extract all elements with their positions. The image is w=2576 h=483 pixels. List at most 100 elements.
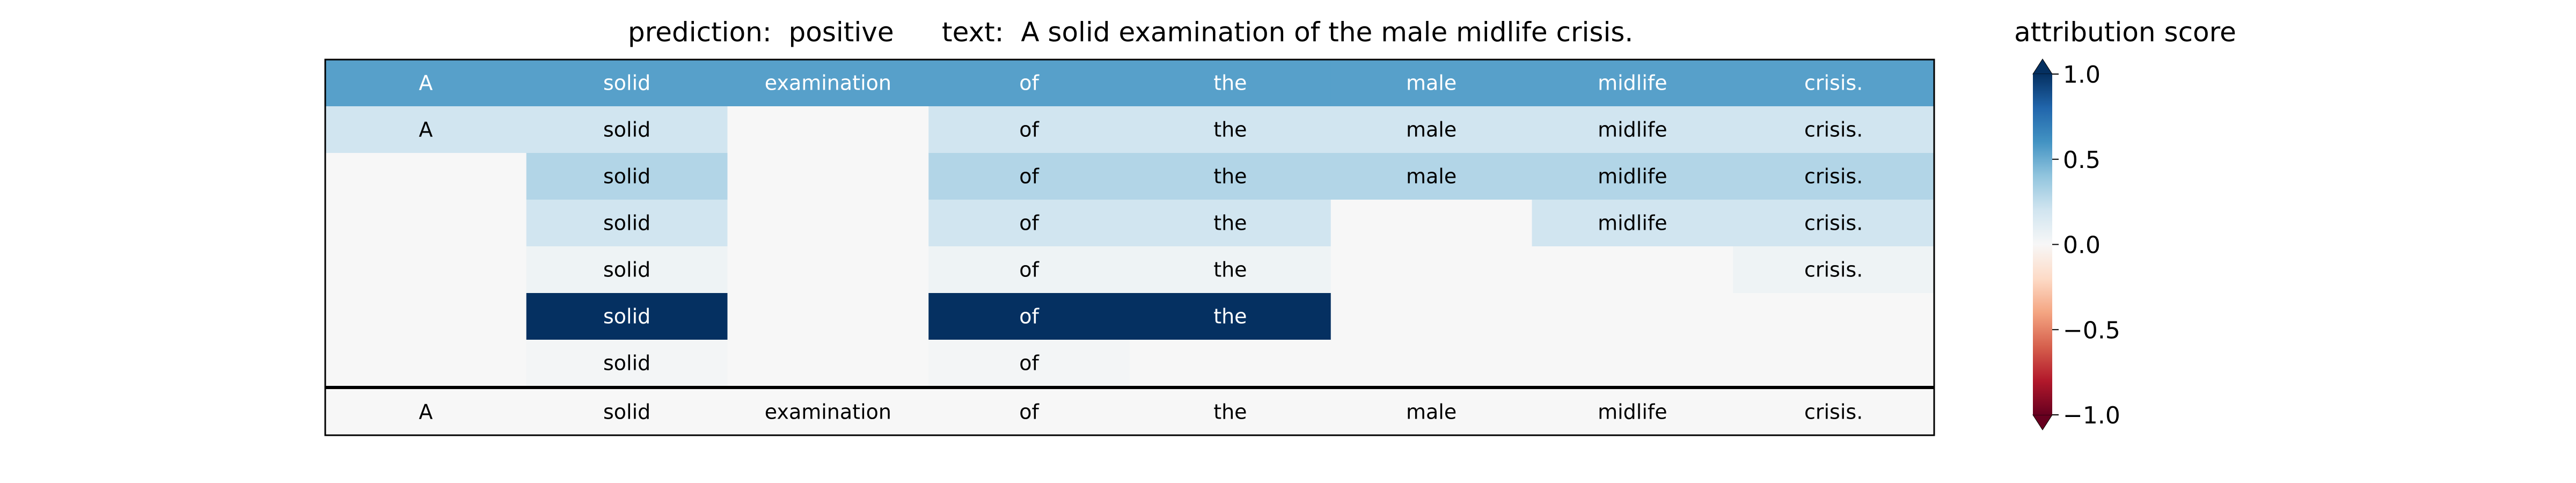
cell-token: of (1019, 211, 1040, 235)
sentence-token: midlife (1598, 400, 1667, 424)
heatmap-cell (1130, 60, 1331, 107)
cell-token: of (1019, 258, 1040, 282)
heatmap-cell (928, 293, 1130, 340)
heatmap-cell (325, 246, 527, 294)
sentence-cell (727, 389, 929, 435)
heatmap-cell (1330, 106, 1533, 153)
cell-token: of (1019, 118, 1040, 142)
cell-token: the (1213, 71, 1247, 95)
cell-token: solid (603, 305, 650, 328)
heatmap-cell (1130, 106, 1331, 153)
sentence-cell (526, 389, 728, 435)
cell-token: solid (603, 118, 650, 142)
sentence-cell (1130, 389, 1331, 435)
sentence-token: examination (765, 400, 891, 424)
heatmap-cell (1130, 200, 1331, 247)
heatmap-cell (325, 60, 527, 107)
colorbar-tick-label: 1.0 (2063, 61, 2101, 89)
heatmap-cell (1733, 293, 1935, 340)
heatmap-cell (325, 340, 527, 387)
heatmap-cell (1532, 246, 1733, 294)
cell-token: solid (603, 258, 650, 282)
colorbar-tick-label: 0.0 (2063, 232, 2101, 259)
cell-token: midlife (1598, 118, 1667, 142)
heatmap-cell (1330, 340, 1533, 387)
heatmap-cell (727, 60, 929, 107)
sentence-token: male (1406, 400, 1457, 424)
cell-token: crisis. (1804, 258, 1863, 282)
heatmap-cell (727, 246, 929, 294)
cell-token: midlife (1598, 165, 1667, 188)
colorbar-min-extension (2032, 414, 2053, 430)
heatmap-cell (727, 293, 929, 340)
sentence-token: solid (603, 400, 650, 424)
cell-token: crisis. (1804, 71, 1863, 95)
heatmap-cell (727, 200, 929, 247)
cell-token: solid (603, 165, 650, 188)
heatmap-cell (1733, 246, 1935, 294)
cell-token: crisis. (1804, 165, 1863, 188)
heatmap-cell (526, 246, 728, 294)
heatmap-cell (526, 200, 728, 247)
heatmap-cell (1532, 293, 1733, 340)
heatmap-cell (928, 340, 1130, 387)
heatmap-cell (727, 153, 929, 200)
sentence-token: the (1213, 400, 1247, 424)
heatmap-cell (727, 106, 929, 153)
heatmap-cell (1130, 340, 1331, 387)
cell-token: the (1213, 305, 1247, 328)
colorbar-tick-label: −1.0 (2063, 402, 2120, 429)
heatmap-cell (1130, 293, 1331, 340)
cell-token: A (419, 118, 433, 142)
heatmap-cell (928, 153, 1130, 200)
cell-token: crisis. (1804, 211, 1863, 235)
heatmap-cell (325, 293, 527, 340)
cell-token: solid (603, 211, 650, 235)
heatmap-cell (727, 340, 929, 387)
cell-token: midlife (1598, 71, 1667, 95)
sentence-cell (1733, 389, 1935, 435)
colorbar-tick-label: 0.5 (2063, 147, 2101, 174)
heatmap-cell (526, 153, 728, 200)
heatmap-cell (1733, 200, 1935, 247)
heatmap-cell (1532, 340, 1733, 387)
cell-token: the (1213, 258, 1247, 282)
cell-token: male (1406, 71, 1457, 95)
heatmap-cell (1532, 153, 1733, 200)
cell-token: of (1019, 71, 1040, 95)
heatmap-cell (1330, 200, 1533, 247)
colorbar-label: attribution score (2014, 17, 2236, 48)
heatmap-cell (1733, 340, 1935, 387)
text-title: text: A solid examination of the male mi… (942, 17, 1633, 48)
heatmap-cell (1733, 153, 1935, 200)
cell-token: male (1406, 165, 1457, 188)
cell-token: of (1019, 352, 1040, 375)
cell-token: the (1213, 118, 1247, 142)
cell-token: examination (765, 71, 891, 95)
cell-token: crisis. (1804, 118, 1863, 142)
sentence-cell (1532, 389, 1733, 435)
heatmap-cell (928, 246, 1130, 294)
cell-token: solid (603, 352, 650, 375)
sentence-cell (325, 389, 527, 435)
heatmap-frame (324, 58, 1935, 436)
heatmap-cell (325, 153, 527, 200)
sentence-token: A (419, 400, 433, 424)
colorbar-max-extension (2032, 58, 2053, 75)
heatmap-cell (1330, 153, 1533, 200)
prediction-title: prediction: positive (628, 17, 894, 48)
colorbar: 1.0 0.5 0.0 −0.5 −1.0 (2032, 58, 2120, 430)
sentence-token: crisis. (1804, 400, 1863, 424)
heatmap-cell (1330, 293, 1533, 340)
heatmap-cell (1532, 106, 1733, 153)
cell-token: solid (603, 71, 650, 95)
heatmap-cell (1330, 60, 1533, 107)
colorbar-gradient (2033, 74, 2052, 415)
cell-token: male (1406, 118, 1457, 142)
heatmap-cell (526, 106, 728, 153)
heatmap-cell (1733, 106, 1935, 153)
cell-token: of (1019, 305, 1040, 328)
